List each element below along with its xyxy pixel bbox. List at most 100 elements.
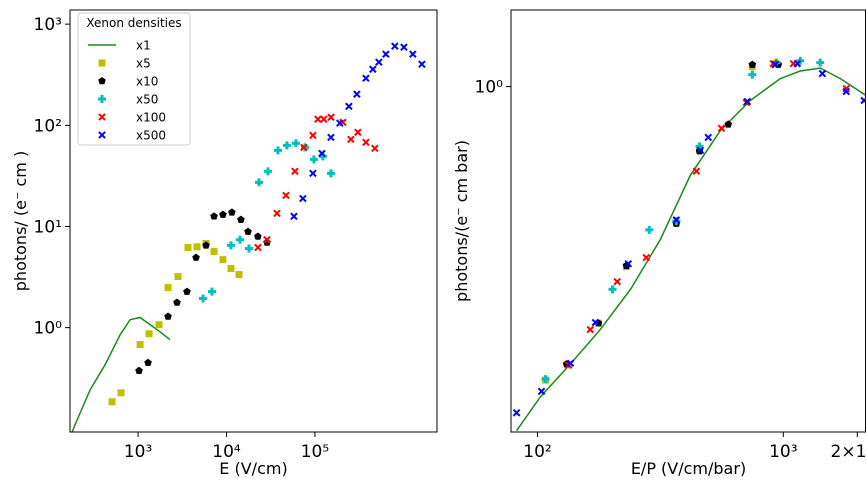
marker [210, 212, 218, 220]
axes-frame [69, 9, 438, 433]
marker [771, 60, 780, 69]
marker [164, 312, 172, 320]
marker [237, 215, 245, 223]
marker [318, 149, 326, 158]
marker [695, 142, 704, 151]
marker [537, 387, 546, 396]
marker [672, 216, 681, 224]
marker [642, 253, 651, 262]
marker [183, 287, 191, 295]
marker [263, 235, 271, 244]
legend-label: x10 [136, 75, 158, 89]
panel: 10³ 10⁴ 10⁵ 10⁰ 10¹ 10² 10³ E (V/cm) photons/ (e… [11, 9, 438, 478]
marker [244, 227, 252, 235]
marker [327, 113, 335, 122]
marker [254, 243, 262, 252]
marker [144, 358, 152, 366]
marker [375, 58, 383, 66]
marker [117, 389, 125, 397]
marker [748, 70, 757, 79]
marker [135, 366, 143, 374]
x-axis-label: E (V/cm) [219, 459, 287, 478]
marker [591, 318, 600, 327]
marker [219, 210, 227, 218]
marker [608, 285, 617, 294]
marker [748, 60, 757, 68]
marker [842, 87, 851, 96]
marker [818, 69, 827, 78]
marker [290, 212, 298, 221]
marker [326, 169, 335, 178]
marker [291, 139, 300, 148]
marker [793, 59, 802, 68]
marker [362, 138, 370, 147]
marker [145, 330, 153, 338]
marker [369, 65, 377, 74]
legend-label: x1 [136, 39, 151, 53]
legend-label: x50 [136, 93, 158, 107]
legend-swatch [98, 131, 106, 139]
marker [184, 243, 192, 251]
marker [335, 119, 344, 127]
marker [202, 241, 210, 249]
marker [254, 178, 263, 187]
y-tick-label: 10⁰ [34, 319, 63, 339]
marker [743, 97, 752, 106]
marker [254, 232, 262, 240]
x-axis-label: E/P (V/cm/bar) [631, 459, 746, 478]
marker [199, 294, 208, 303]
legend-swatch [98, 77, 106, 85]
marker [309, 155, 318, 164]
marker [282, 191, 290, 200]
legend: Xenon densities x1 x5 x10 x50 x100 x500 [77, 12, 191, 146]
marker [193, 243, 201, 251]
marker [692, 167, 701, 175]
marker [327, 133, 335, 142]
marker [244, 244, 253, 253]
marker [309, 169, 317, 178]
legend-swatch [98, 95, 106, 103]
marker [207, 287, 216, 296]
x-tick-label: 10³ [124, 442, 152, 462]
marker [566, 359, 575, 368]
marker [382, 50, 390, 58]
marker [228, 208, 236, 216]
legend-box [77, 12, 191, 146]
x-tick-label: 10⁴ [212, 442, 241, 462]
marker [347, 135, 355, 144]
series-line [515, 67, 866, 432]
legend-title: Xenon densities [86, 16, 181, 30]
marker [236, 235, 245, 244]
marker [282, 141, 291, 150]
y-axis-label: photons/ (e⁻ cm ) [11, 151, 30, 291]
marker [309, 131, 317, 140]
axes-frame [510, 9, 866, 433]
marker [299, 194, 307, 203]
marker [696, 146, 705, 155]
marker [353, 90, 361, 99]
marker [391, 42, 399, 50]
marker [226, 241, 235, 250]
marker [362, 74, 370, 83]
marker [192, 253, 200, 261]
y-axis-label: photons/(e⁻ cm bar) [452, 140, 471, 302]
marker [136, 341, 144, 349]
y-tick-label: 10⁰ [475, 78, 504, 98]
marker [724, 120, 733, 128]
marker [400, 43, 408, 51]
marker [418, 60, 426, 68]
marker [164, 284, 172, 292]
y-tick-label: 10² [34, 116, 62, 136]
x-tick-label: 10² [523, 442, 551, 462]
y-tick-label: 10³ [34, 15, 62, 35]
marker [354, 128, 362, 137]
y-tick-label: 10¹ [34, 217, 62, 237]
marker [816, 58, 825, 67]
legend-swatch [98, 113, 106, 121]
legend-label: x500 [136, 129, 166, 143]
plot-area [512, 56, 866, 432]
panel: 10² 10³ 2×10³ 10⁰ E/P (V/cm/bar) photons/(e⁻ … [452, 9, 866, 478]
marker [320, 115, 328, 123]
marker [704, 133, 713, 142]
